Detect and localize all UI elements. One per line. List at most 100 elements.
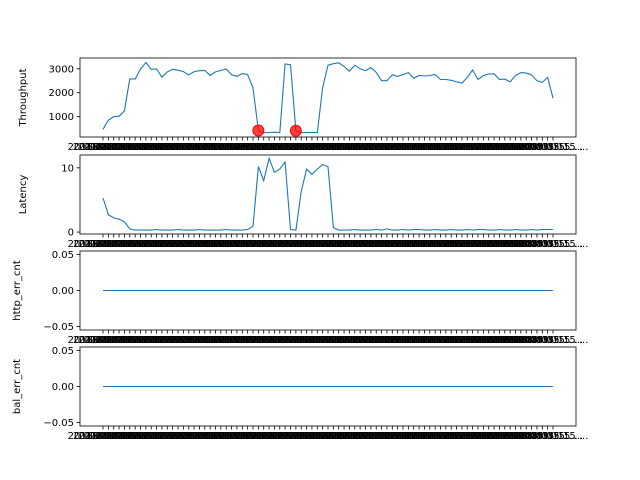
x-tick-label: 2018-03-15 ... bbox=[191, 239, 262, 250]
x-tick-label: 2018-03-15 ... bbox=[175, 431, 246, 442]
x-tick-label: 2018-03-15 ... bbox=[378, 335, 449, 346]
x-tick-label: 2018-03-15 ... bbox=[287, 335, 358, 346]
x-tick-label: 2018-03-15 ... bbox=[110, 335, 181, 346]
x-tick-label: 2018-03-15 ... bbox=[309, 239, 380, 250]
x-tick-label: 2018-03-15 ... bbox=[416, 431, 487, 442]
x-tick-label: 2018-03-15 ... bbox=[127, 431, 198, 442]
x-tick-label: 2018-03-15 ... bbox=[73, 142, 144, 153]
x-tick-label: 2018-03-15 ... bbox=[502, 142, 573, 153]
x-tick-label: 2018-03-15 ... bbox=[518, 431, 589, 442]
x-tick-label: 2018-03-15 ... bbox=[400, 431, 471, 442]
subplot-2: 2018-03-15 ...2018-03-15 ...2018-03-15 .… bbox=[18, 154, 588, 250]
x-tick-label: 2018-03-15 ... bbox=[84, 431, 155, 442]
x-tick-label: 2018-03-15 ... bbox=[132, 431, 203, 442]
x-tick-label: 2018-03-15 ... bbox=[394, 335, 465, 346]
x-tick-label: 2018-03-15 ... bbox=[148, 239, 219, 250]
x-tick-label: 2018-03-15 ... bbox=[330, 239, 401, 250]
x-tick-label: 2018-03-15 ... bbox=[512, 335, 583, 346]
x-tick-label: 2018-03-15 ... bbox=[287, 239, 358, 250]
y-axis-ticks: 1000 2000 3000 bbox=[49, 64, 80, 123]
x-tick-label: 2018-03-15 ... bbox=[303, 239, 374, 250]
x-tick-label: 2018-03-15 ... bbox=[373, 335, 444, 346]
x-tick-label: 2018-03-15 ... bbox=[298, 335, 369, 346]
x-tick-label: 2018-03-15 ... bbox=[175, 239, 246, 250]
x-tick-label: 2018-03-15 ... bbox=[448, 335, 519, 346]
y-axis-label: Throughput bbox=[18, 68, 29, 127]
x-axis-ticks: 2018-03-15 ...2018-03-15 ...2018-03-15 .… bbox=[68, 234, 588, 250]
x-tick-label: 2018-03-15 ... bbox=[373, 142, 444, 153]
x-tick-label: 2018-03-15 ... bbox=[437, 335, 508, 346]
x-tick-label: 2018-03-15 ... bbox=[293, 335, 364, 346]
x-tick-label: 2018-03-15 ... bbox=[502, 239, 573, 250]
y-axis-label: bal_err_cnt bbox=[12, 359, 23, 414]
x-tick-label: 2018-03-15 ... bbox=[143, 431, 214, 442]
y-tick-label: 0.00 bbox=[52, 382, 74, 393]
x-tick-label: 2018-03-15 ... bbox=[282, 431, 353, 442]
x-tick-label: 2018-03-15 ... bbox=[502, 431, 573, 442]
x-tick-label: 2018-03-15 ... bbox=[480, 431, 551, 442]
x-tick-label: 2018-03-15 ... bbox=[143, 335, 214, 346]
x-tick-label: 2018-03-15 ... bbox=[180, 431, 251, 442]
x-tick-label: 2018-03-15 ... bbox=[234, 431, 305, 442]
x-tick-label: 2018-03-15 ... bbox=[212, 142, 283, 153]
x-tick-label: 2018-03-15 ... bbox=[228, 239, 299, 250]
x-tick-label: 2018-03-15 ... bbox=[373, 239, 444, 250]
x-tick-label: 2018-03-15 ... bbox=[164, 142, 235, 153]
x-tick-label: 2018-03-15 ... bbox=[121, 142, 192, 153]
x-tick-label: 2018-03-15 ... bbox=[362, 335, 433, 346]
x-tick-label: 2018-03-15 ... bbox=[416, 335, 487, 346]
x-tick-label: 2018-03-15 ... bbox=[496, 239, 567, 250]
x-tick-label: 2018-03-15 ... bbox=[207, 431, 278, 442]
x-tick-label: 2018-03-15 ... bbox=[427, 239, 498, 250]
x-axis-ticks: 2018-03-15 ...2018-03-15 ...2018-03-15 .… bbox=[68, 426, 589, 442]
x-tick-label: 2018-03-15 ... bbox=[319, 142, 390, 153]
x-tick-label: 2018-03-15 ... bbox=[448, 431, 519, 442]
x-tick-label: 2018-03-15 ... bbox=[405, 239, 476, 250]
x-tick-label: 2018-03-15 ... bbox=[212, 335, 283, 346]
x-tick-label: 2018-03-15 ... bbox=[384, 431, 455, 442]
x-tick-label: 2018-03-15 ... bbox=[480, 142, 551, 153]
x-tick-label: 2018-03-15 ... bbox=[260, 239, 331, 250]
x-tick-label: 2018-03-15 ... bbox=[250, 335, 321, 346]
x-tick-label: 2018-03-15 ... bbox=[218, 335, 289, 346]
x-tick-label: 2018-03-15 ... bbox=[277, 142, 348, 153]
x-tick-label: 2018-03-15 ... bbox=[153, 142, 224, 153]
y-tick-label: −0.05 bbox=[43, 322, 74, 333]
x-tick-label: 2018-03-15 ... bbox=[196, 431, 267, 442]
x-tick-label: 2018-03-15 ... bbox=[137, 142, 208, 153]
x-tick-label: 2018-03-15 ... bbox=[491, 142, 562, 153]
x-tick-label: 2018-03-15 ... bbox=[239, 335, 310, 346]
x-tick-label: 2018-03-15 ... bbox=[73, 239, 144, 250]
x-tick-label: 2018-03-15 ... bbox=[491, 431, 562, 442]
x-tick-label: 2018-03-15 ... bbox=[448, 142, 519, 153]
x-tick-label: 2018-03-15 ... bbox=[512, 142, 583, 153]
x-tick-label: 2018-03-15 ... bbox=[137, 335, 208, 346]
x-tick-label: 2018-03-15 ... bbox=[346, 335, 417, 346]
x-tick-label: 2018-03-15 ... bbox=[78, 142, 149, 153]
x-tick-label: 2018-03-15 ... bbox=[335, 142, 406, 153]
x-tick-label: 2018-03-15 ... bbox=[143, 239, 214, 250]
series-line bbox=[102, 156, 553, 231]
x-tick-label: 2018-03-15 ... bbox=[137, 431, 208, 442]
x-tick-label: 2018-03-15 ... bbox=[378, 431, 449, 442]
x-tick-label: 2018-03-15 ... bbox=[389, 142, 460, 153]
x-tick-label: 2018-03-15 ... bbox=[346, 431, 417, 442]
x-tick-label: 2018-03-15 ... bbox=[443, 239, 514, 250]
x-tick-label: 2018-03-15 ... bbox=[341, 335, 412, 346]
x-tick-label: 2018-03-15 ... bbox=[475, 142, 546, 153]
x-tick-label: 2018-03-15 ... bbox=[453, 335, 524, 346]
x-tick-label: 2018-03-15 ... bbox=[400, 335, 471, 346]
x-tick-label: 2018-03-15 ... bbox=[159, 335, 230, 346]
x-tick-label: 2018-03-15 ... bbox=[137, 239, 208, 250]
x-tick-label: 2018-03-15 ... bbox=[330, 142, 401, 153]
x-tick-label: 2018-03-15 ... bbox=[453, 142, 524, 153]
x-tick-label: 2018-03-15 ... bbox=[469, 142, 540, 153]
x-tick-label: 2018-03-15 ... bbox=[335, 239, 406, 250]
x-tick-label: 2018-03-15 ... bbox=[94, 239, 165, 250]
x-tick-label: 2018-03-15 ... bbox=[223, 239, 294, 250]
x-tick-label: 2018-03-15 ... bbox=[421, 142, 492, 153]
x-tick-label: 2018-03-15 ... bbox=[335, 335, 406, 346]
y-axis-label: http_err_cnt bbox=[12, 260, 23, 321]
x-tick-label: 2018-03-15 ... bbox=[410, 335, 481, 346]
x-tick-label: 2018-03-15 ... bbox=[89, 335, 160, 346]
